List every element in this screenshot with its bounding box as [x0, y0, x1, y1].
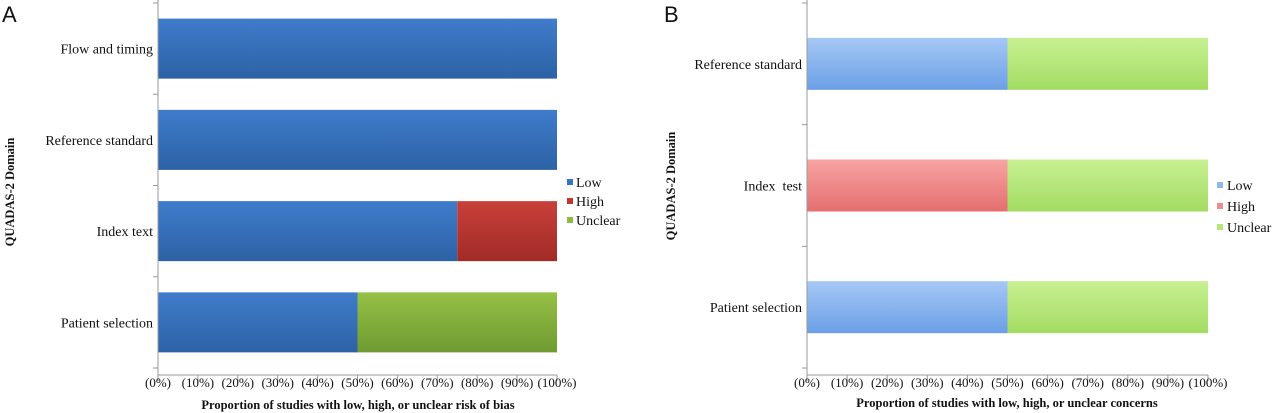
x-tick-label: (40%) — [301, 375, 334, 390]
x-tick-label: (80%) — [461, 375, 494, 390]
panel-a-x-ticks: (0%) (10%) (20%) (30%) (40%) (50%) (60%) (70%) (… — [145, 375, 577, 390]
legend-swatch-low — [1217, 182, 1223, 188]
x-tick-label: (70%) — [421, 375, 454, 390]
x-tick-label: (100%) — [538, 375, 577, 390]
x-tick-label: (0%) — [794, 375, 820, 390]
legend-label-unclear: Unclear — [1227, 221, 1272, 236]
x-tick-label: (60%) — [381, 375, 414, 390]
bar-reference-standard-low — [158, 109, 557, 170]
legend-label-low: Low — [576, 176, 603, 191]
bar-flow-and-timing-low — [158, 18, 557, 79]
panel-b-x-axis-title: Proportion of studies with low, high, or… — [856, 396, 1158, 410]
bar-index-test-unclear — [1007, 159, 1208, 212]
legend-swatch-high — [567, 198, 573, 204]
panel-b-letter: B — [664, 2, 679, 27]
legend-swatch-unclear — [567, 217, 573, 223]
x-tick-label: (20%) — [871, 375, 904, 390]
panel-a-chart: A QUADAS-2 Domain Proportion of studies … — [2, 0, 621, 412]
x-tick-label: (0%) — [145, 375, 171, 390]
legend-label-high: High — [1227, 200, 1255, 215]
legend-swatch-high — [1217, 203, 1223, 209]
category-label-reference-standard: Reference standard — [45, 134, 153, 149]
x-tick-label: (60%) — [1031, 375, 1064, 390]
legend-label-low: Low — [1227, 179, 1254, 194]
bar-patient-selection-unclear — [357, 292, 557, 353]
legend-swatch-unclear — [1217, 224, 1223, 230]
panel-b-y-axis-title: QUADAS-2 Domain — [664, 132, 678, 241]
panel-b-category-labels: Patient selection Index test Reference sta… — [694, 58, 802, 316]
bar-index-test-high — [807, 159, 1008, 212]
x-tick-label: (30%) — [261, 375, 294, 390]
category-label-index-text: Index text — [97, 225, 153, 240]
x-tick-label: (80%) — [1112, 375, 1145, 390]
panel-a-letter: A — [2, 2, 17, 27]
panel-b-bars — [807, 37, 1208, 334]
x-tick-label: (10%) — [831, 375, 864, 390]
category-label-index-test: Index test — [744, 180, 802, 195]
legend-label-high: High — [576, 195, 604, 210]
category-label-flow-and-timing: Flow and timing — [60, 43, 153, 58]
bar-patient-selection-unclear — [1007, 281, 1208, 334]
bar-reference-standard-unclear — [1007, 37, 1208, 90]
legend-swatch-low — [567, 179, 573, 185]
x-tick-label: (30%) — [911, 375, 944, 390]
bar-index-text-high — [457, 201, 557, 262]
panel-b-chart: B QUADAS-2 Domain Proportion of studies … — [664, 0, 1272, 410]
category-label-patient-selection: Patient selection — [710, 301, 802, 316]
bar-index-text-low — [158, 201, 458, 262]
x-tick-label: (70%) — [1071, 375, 1104, 390]
panel-b-legend: Low High Unclear — [1217, 179, 1272, 236]
x-tick-label: (50%) — [991, 375, 1024, 390]
bar-patient-selection-low — [807, 281, 1008, 334]
panel-a-category-labels: Patient selection Index text Reference sta… — [45, 43, 153, 332]
x-tick-label: (50%) — [341, 375, 374, 390]
category-label-patient-selection: Patient selection — [61, 316, 153, 331]
panel-a-x-axis-title: Proportion of studies with low, high, or… — [201, 398, 514, 412]
panel-a-y-axis-title: QUADAS-2 Domain — [3, 138, 17, 247]
category-label-reference-standard: Reference standard — [694, 58, 802, 73]
bar-reference-standard-low — [807, 37, 1008, 90]
bar-patient-selection-low — [158, 292, 358, 353]
x-tick-label: (90%) — [1152, 375, 1185, 390]
x-tick-label: (100%) — [1189, 375, 1228, 390]
panel-a-legend: Low High Unclear — [567, 176, 621, 229]
x-tick-label: (90%) — [501, 375, 534, 390]
x-tick-label: (40%) — [951, 375, 984, 390]
x-tick-label: (10%) — [182, 375, 215, 390]
x-tick-label: (20%) — [222, 375, 255, 390]
legend-label-unclear: Unclear — [576, 214, 621, 229]
panel-a-bars — [158, 18, 557, 353]
panel-b-x-ticks: (0%) (10%) (20%) (30%) (40%) (50%) (60%) (70%) (… — [794, 375, 1228, 390]
